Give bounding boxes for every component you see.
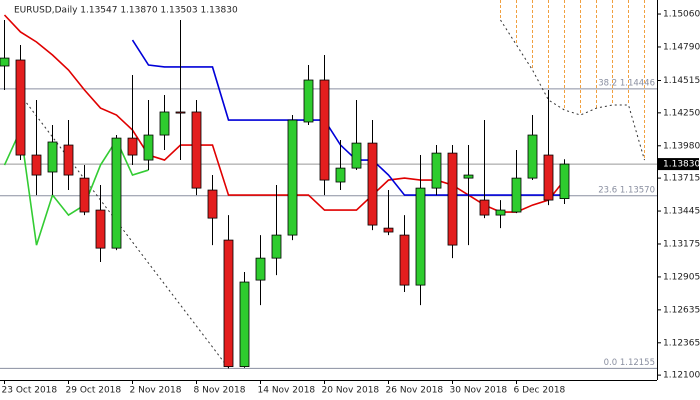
candle-body bbox=[15, 59, 26, 156]
candle-body bbox=[383, 227, 394, 233]
candle-body bbox=[479, 199, 490, 216]
candle-body bbox=[175, 111, 186, 114]
candle-body bbox=[511, 177, 522, 213]
indicator-line bbox=[3, 127, 149, 246]
candle-body bbox=[239, 281, 250, 367]
candle-body bbox=[447, 152, 458, 246]
candle-body bbox=[495, 209, 506, 216]
candle-body bbox=[79, 177, 90, 213]
y-tick-label: 1.12905 bbox=[663, 272, 700, 282]
candle-body bbox=[31, 154, 42, 176]
candle-body bbox=[287, 119, 298, 236]
y-tick-label: 1.12365 bbox=[663, 338, 700, 348]
candle-body bbox=[367, 142, 378, 226]
x-tick-label: 23 Oct 2018 bbox=[2, 386, 58, 396]
candle-body bbox=[463, 174, 474, 179]
chart-title: EURUSD,Daily 1.13547 1.13870 1.13503 1.1… bbox=[14, 6, 238, 16]
indicator-line bbox=[3, 14, 566, 213]
candle-body bbox=[431, 152, 442, 189]
candle-body bbox=[415, 187, 426, 286]
y-tick-label: 1.13445 bbox=[663, 207, 700, 217]
last-price-label: 1.13830 bbox=[663, 160, 700, 170]
candle-body bbox=[191, 111, 202, 189]
candle-body bbox=[319, 79, 330, 181]
cloud-span bbox=[20, 94, 229, 369]
x-tick-label: 26 Nov 2018 bbox=[386, 386, 444, 396]
y-tick-label: 1.12100 bbox=[663, 371, 700, 381]
x-tick-label: 2 Nov 2018 bbox=[130, 386, 182, 396]
y-tick-label: 1.14790 bbox=[663, 42, 700, 52]
x-tick-label: 30 Nov 2018 bbox=[450, 386, 508, 396]
x-tick-label: 6 Dec 2018 bbox=[514, 386, 566, 396]
x-tick-label: 29 Oct 2018 bbox=[66, 386, 122, 396]
x-tick-label: 8 Nov 2018 bbox=[194, 386, 246, 396]
cloud-span bbox=[500, 19, 645, 161]
candle-body bbox=[127, 137, 138, 156]
candle-body bbox=[143, 134, 154, 161]
y-tick-label: 1.13715 bbox=[663, 174, 700, 184]
candle-body bbox=[559, 163, 570, 200]
candle-body bbox=[399, 234, 410, 286]
y-tick-label: 1.14515 bbox=[663, 76, 700, 86]
fib-label: 23.6 1.13570 bbox=[598, 185, 655, 195]
candle-body bbox=[527, 134, 538, 179]
candle-body bbox=[159, 111, 170, 136]
candle-body bbox=[303, 79, 314, 123]
candle-body bbox=[255, 257, 266, 281]
candle-body bbox=[351, 142, 362, 169]
fib-label: 38.2 1.14446 bbox=[598, 78, 655, 88]
candle-body bbox=[543, 154, 554, 201]
y-tick-label: 1.14250 bbox=[663, 108, 700, 118]
candle-body bbox=[207, 189, 218, 219]
candle-body bbox=[223, 239, 234, 367]
candle-body bbox=[95, 209, 106, 249]
candle-body bbox=[47, 141, 58, 173]
y-tick-label: 1.12635 bbox=[663, 305, 700, 315]
candle-body bbox=[335, 167, 346, 183]
last-price-box bbox=[657, 158, 699, 171]
plot-area: 38.2 1.14446 23.6 1.13570 0.0 1.12155 bbox=[0, 0, 657, 369]
candle-body bbox=[63, 144, 74, 176]
y-tick-label: 1.13980 bbox=[663, 141, 700, 151]
y-tick-label: 1.15060 bbox=[663, 10, 700, 20]
indicator-line bbox=[131, 39, 565, 196]
fib-label: 0.0 1.12155 bbox=[604, 358, 655, 368]
x-tick-label: 20 Nov 2018 bbox=[322, 386, 380, 396]
candle-body bbox=[271, 234, 282, 259]
x-tick-label: 14 Nov 2018 bbox=[258, 386, 316, 396]
candle-body bbox=[111, 137, 122, 249]
candle-body bbox=[0, 57, 10, 67]
y-tick-label: 1.13175 bbox=[663, 239, 700, 249]
